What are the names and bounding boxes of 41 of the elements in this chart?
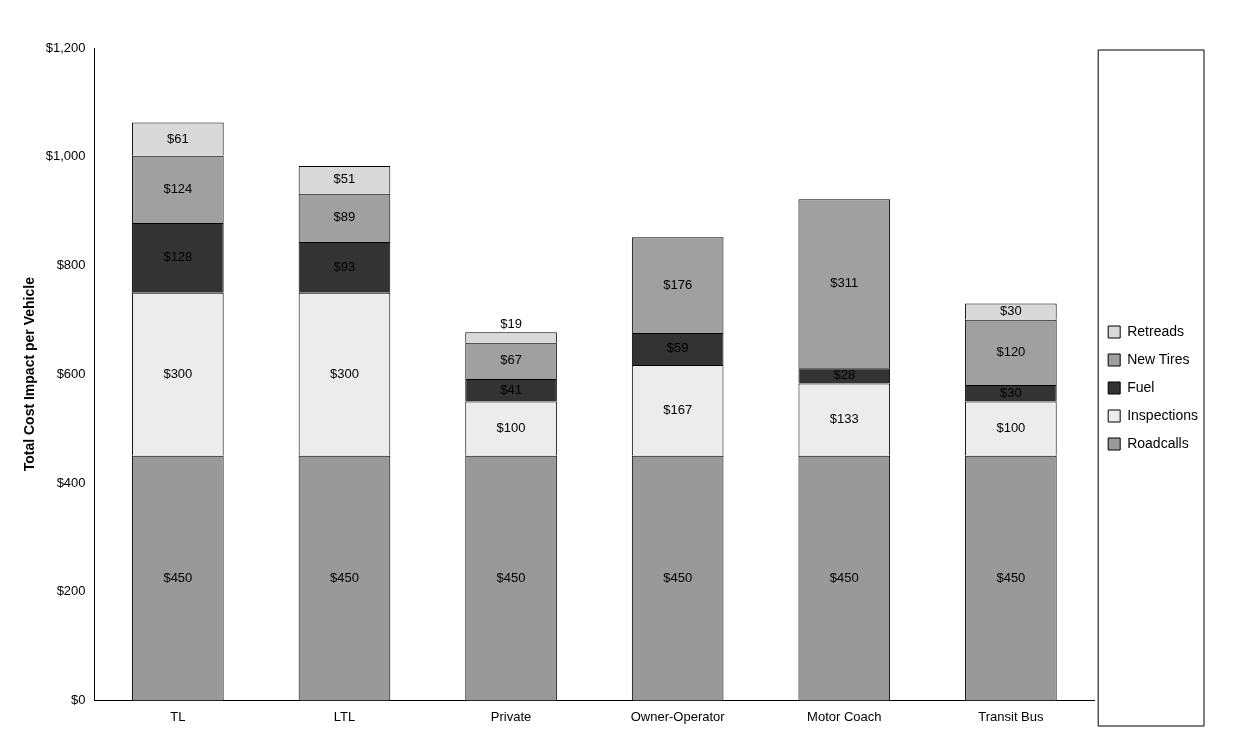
legend-label: New Tires — [1127, 350, 1190, 367]
legend-label: Inspections — [1127, 406, 1199, 423]
data-label: $450 — [996, 569, 1026, 585]
data-label: $300 — [330, 365, 359, 381]
x-tick-label: Private — [490, 708, 532, 724]
x-tick-label: LTL — [333, 708, 356, 724]
data-label: $30 — [1000, 303, 1022, 319]
y-axis-title: Total Cost Impact per Vehicle — [21, 276, 38, 472]
legend-label: Fuel — [1127, 378, 1155, 395]
y-tick-label: $400 — [56, 474, 86, 490]
x-tick-label: Transit Bus — [978, 708, 1045, 724]
data-label: $167 — [663, 401, 693, 417]
y-tick-label: $1,200 — [45, 39, 86, 55]
data-label: $450 — [829, 569, 859, 585]
data-label: $89 — [333, 209, 356, 225]
legend-label: Retreads — [1127, 322, 1184, 339]
data-label: $124 — [163, 180, 193, 196]
y-tick-label: $600 — [56, 365, 86, 381]
data-label: $120 — [996, 344, 1026, 360]
y-tick-label: $0 — [71, 691, 86, 707]
data-label: $19 — [500, 315, 522, 331]
data-label: $311 — [830, 275, 859, 291]
data-label: $300 — [163, 365, 193, 381]
y-tick-label: $200 — [56, 583, 86, 599]
data-label: $176 — [663, 276, 693, 292]
data-label: $67 — [500, 352, 522, 368]
y-tick-label: $800 — [56, 257, 86, 273]
data-label: $450 — [330, 569, 359, 585]
x-tick-label: TL — [170, 708, 186, 724]
x-tick-label: Owner-Operator — [630, 708, 726, 724]
data-label: $133 — [829, 411, 859, 427]
data-label: $100 — [496, 420, 526, 436]
data-label: $51 — [333, 171, 356, 187]
x-tick-label: Motor Coach — [807, 708, 882, 724]
y-tick-label: $1,000 — [45, 148, 86, 164]
data-label: $450 — [663, 569, 693, 585]
data-label: $100 — [996, 420, 1026, 436]
data-label: $61 — [167, 130, 189, 146]
data-label: $450 — [163, 569, 193, 585]
legend-label: Roadcalls — [1127, 434, 1189, 451]
data-label: $450 — [496, 569, 526, 585]
